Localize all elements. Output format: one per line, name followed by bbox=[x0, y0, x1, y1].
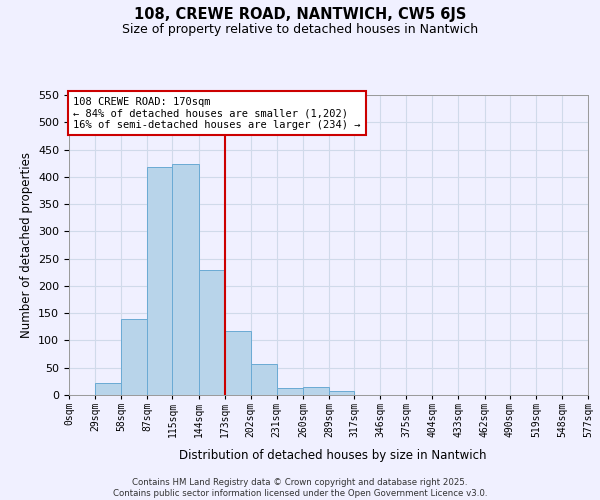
Text: 108, CREWE ROAD, NANTWICH, CW5 6JS: 108, CREWE ROAD, NANTWICH, CW5 6JS bbox=[134, 8, 466, 22]
Y-axis label: Number of detached properties: Number of detached properties bbox=[20, 152, 32, 338]
Bar bbox=[172, 164, 199, 395]
Bar bbox=[251, 364, 277, 395]
Text: Contains HM Land Registry data © Crown copyright and database right 2025.
Contai: Contains HM Land Registry data © Crown c… bbox=[113, 478, 487, 498]
Text: Size of property relative to detached houses in Nantwich: Size of property relative to detached ho… bbox=[122, 22, 478, 36]
Bar bbox=[303, 387, 329, 395]
Bar bbox=[277, 388, 303, 395]
Text: Distribution of detached houses by size in Nantwich: Distribution of detached houses by size … bbox=[179, 450, 487, 462]
Bar bbox=[224, 331, 251, 395]
Bar bbox=[147, 167, 172, 395]
Bar bbox=[329, 391, 354, 395]
Bar bbox=[95, 383, 121, 395]
Text: 108 CREWE ROAD: 170sqm
← 84% of detached houses are smaller (1,202)
16% of semi-: 108 CREWE ROAD: 170sqm ← 84% of detached… bbox=[73, 96, 361, 130]
Bar bbox=[121, 318, 147, 395]
Bar bbox=[199, 270, 224, 395]
